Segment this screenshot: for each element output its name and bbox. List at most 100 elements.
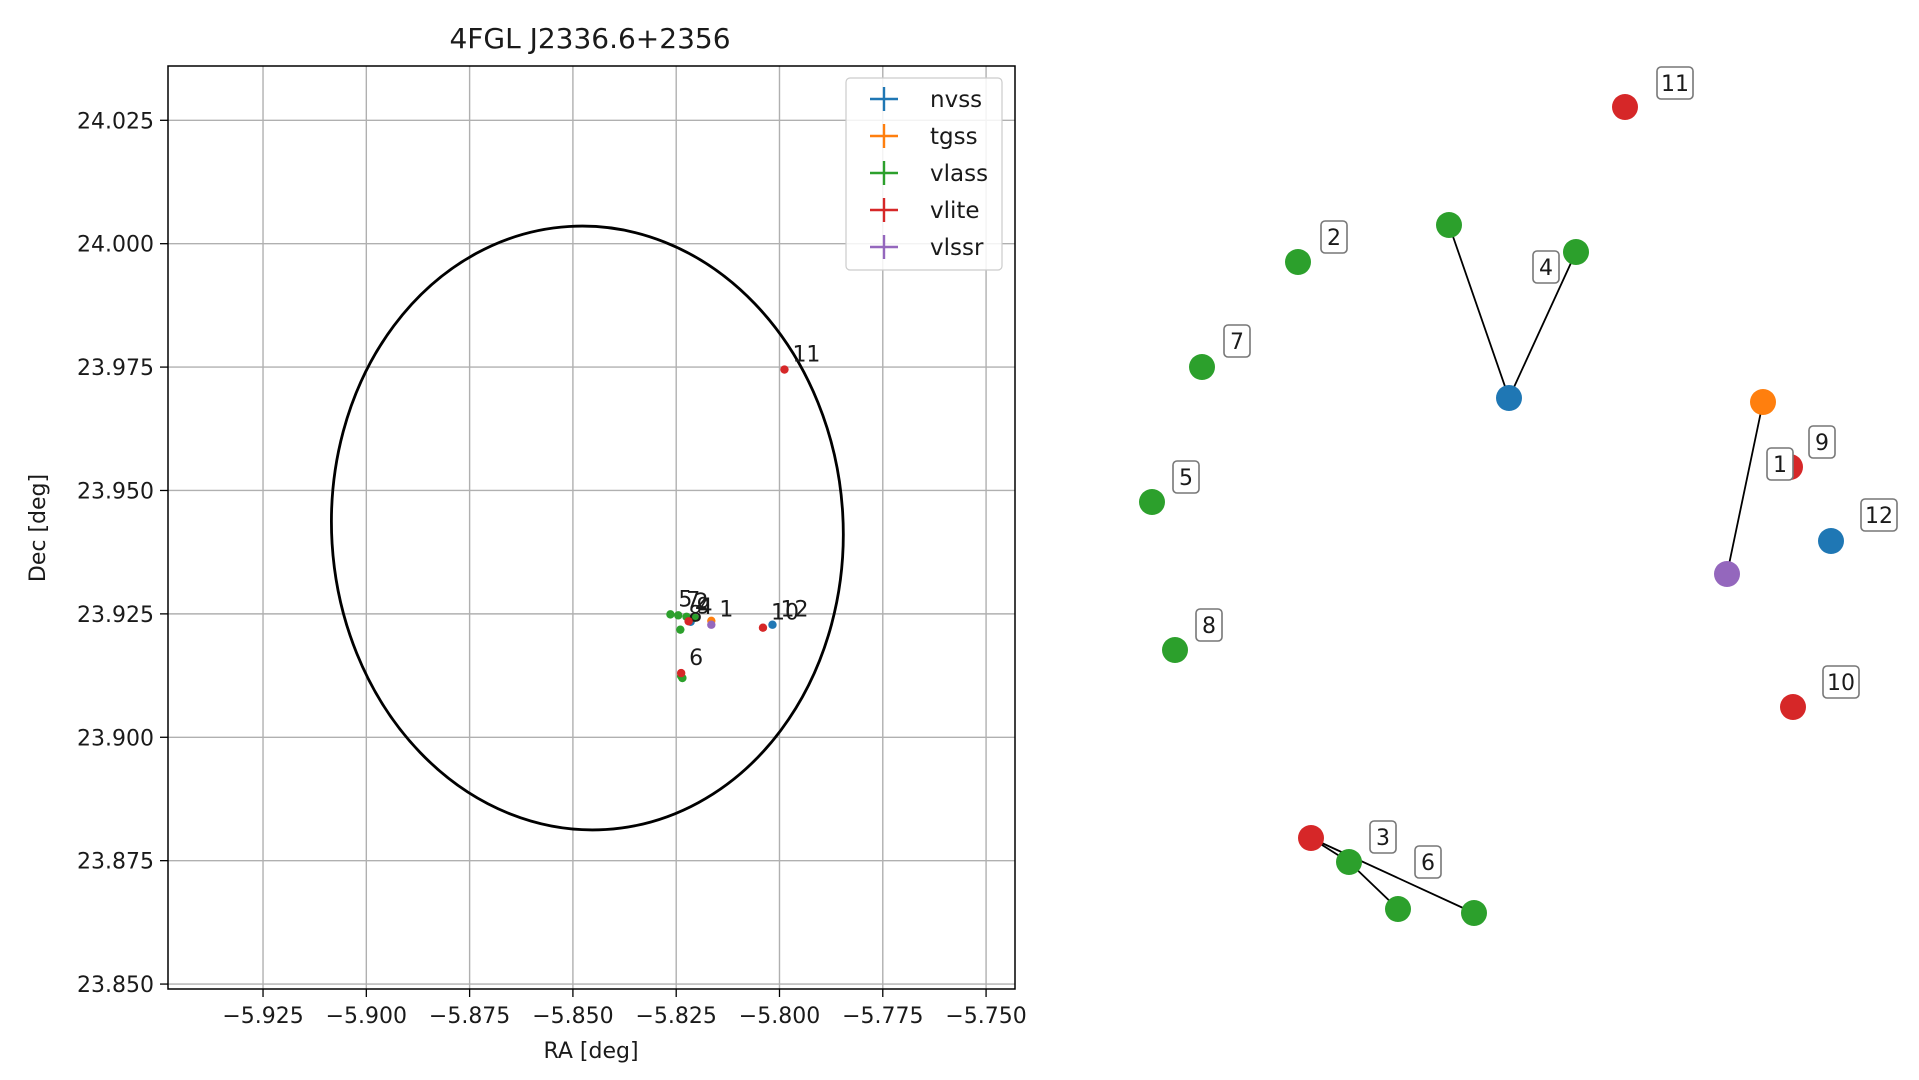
node-label-box [1860,498,1898,532]
graph-node [1385,896,1411,922]
data-point-vlite [684,617,693,626]
node-label: 10 [1827,671,1855,696]
data-point-nvss [768,620,777,629]
graph-node [1461,900,1487,926]
node-label-box [1822,665,1860,699]
graph-node [1336,849,1362,875]
x-tick-label: −5.925 [222,1004,303,1029]
graph-node [1189,354,1215,380]
point-label: 12 [780,598,808,623]
legend: nvss tgss vlass vlite vlssr [845,77,1003,271]
x-tick-label: −5.800 [739,1004,820,1029]
node-label-box [1808,425,1836,459]
node-label: 11 [1661,72,1689,97]
axis-ticks: −5.925 −5.900 −5.875 −5.850 −5.825 −5.800 −5.7… [77,109,1027,1029]
node-label: 7 [1230,330,1244,355]
data-point-vlass [676,625,685,634]
x-tick-label: −5.875 [429,1004,510,1029]
legend-label: vlssr [930,235,984,261]
graph-node [1298,825,1324,851]
graph-node [1436,212,1462,238]
x-tick-label: −5.825 [635,1004,716,1029]
graph-node [1162,637,1188,663]
node-label: 9 [1815,431,1829,456]
point-label: 2 [695,590,709,615]
legend-label: vlass [930,161,988,187]
legend-label: vlite [930,198,980,224]
point-label: 4 [699,595,713,620]
point-label: 11 [792,343,820,368]
data-point-vlass [674,611,683,620]
x-tick-label: −5.900 [326,1004,407,1029]
ellipse-layer [330,224,845,832]
graph-edge [1448,224,1510,399]
node-label-box [1414,845,1442,879]
graph-node [1750,389,1776,415]
graph-node [1612,94,1638,120]
node-label-box [1223,324,1251,358]
y-axis-label: Dec [deg] [26,474,51,582]
y-tick-label: 23.975 [77,356,154,381]
graph-node [1285,249,1311,275]
data-point-vlass [690,613,699,623]
point-label: 7 [686,588,700,613]
chart-title: 4FGL J2336.6+2356 [449,22,730,55]
graph-edge [1726,401,1764,575]
data-point-vlite [758,623,768,632]
node-label-box [1195,608,1223,642]
point-label: 10 [771,601,799,626]
y-tick-label: 24.000 [77,233,154,258]
plot-frame [167,65,1016,990]
node-label-box [1532,250,1560,284]
node-label-box [1766,447,1794,481]
y-tick-label: 23.900 [77,726,154,751]
data-point-vlite [780,365,789,374]
x-tick-label: −5.775 [842,1004,923,1029]
y-tick-label: 23.950 [77,479,154,504]
node-label: 3 [1376,826,1390,851]
graph-edge [1310,837,1475,914]
node-label-box [1172,460,1200,494]
x-tick-label: −5.750 [945,1004,1026,1029]
node-label-box [1320,220,1348,254]
x-tick-label: −5.850 [532,1004,613,1029]
graph-node [1139,489,1165,515]
graph-node [1818,528,1844,554]
y-tick-label: 23.850 [77,973,154,998]
data-point-vlass [666,610,675,619]
node-label-box [1369,820,1397,854]
data-point-vlite [676,668,686,678]
graph-edges [1310,224,1764,914]
graph-node [1714,561,1740,587]
y-tick-label: 23.925 [77,603,154,628]
match-graph-panel: 11 2 4 7 9 1 5 12 8 10 3 6 [1139,66,1898,926]
grid-lines [168,66,1015,989]
node-label: 4 [1539,256,1553,281]
graph-node [1780,694,1806,720]
legend-label: nvss [930,87,982,113]
y-tick-label: 23.875 [77,850,154,875]
node-label: 2 [1327,226,1341,251]
x-axis-label: RA [deg] [543,1039,638,1064]
graph-node [1496,385,1522,411]
graph-node [1563,239,1589,265]
node-label: 8 [1202,614,1216,639]
node-label: 1 [1773,453,1787,478]
point-label: 9 [697,594,711,619]
point-label: 1 [719,598,733,623]
graph-nodes: 11 2 4 7 9 1 5 12 8 10 3 6 [1139,66,1898,926]
data-point-vlssr [707,620,716,629]
y-tick-label: 24.025 [77,109,154,134]
node-label-box [1656,66,1694,100]
graph-edge [1508,251,1577,399]
point-label: 5 [678,587,692,612]
node-label: 5 [1179,466,1193,491]
localization-ellipse [330,224,845,832]
node-label: 12 [1865,504,1893,529]
point-label: 6 [689,646,703,671]
legend-label: tgss [930,124,978,150]
node-label: 6 [1421,851,1435,876]
